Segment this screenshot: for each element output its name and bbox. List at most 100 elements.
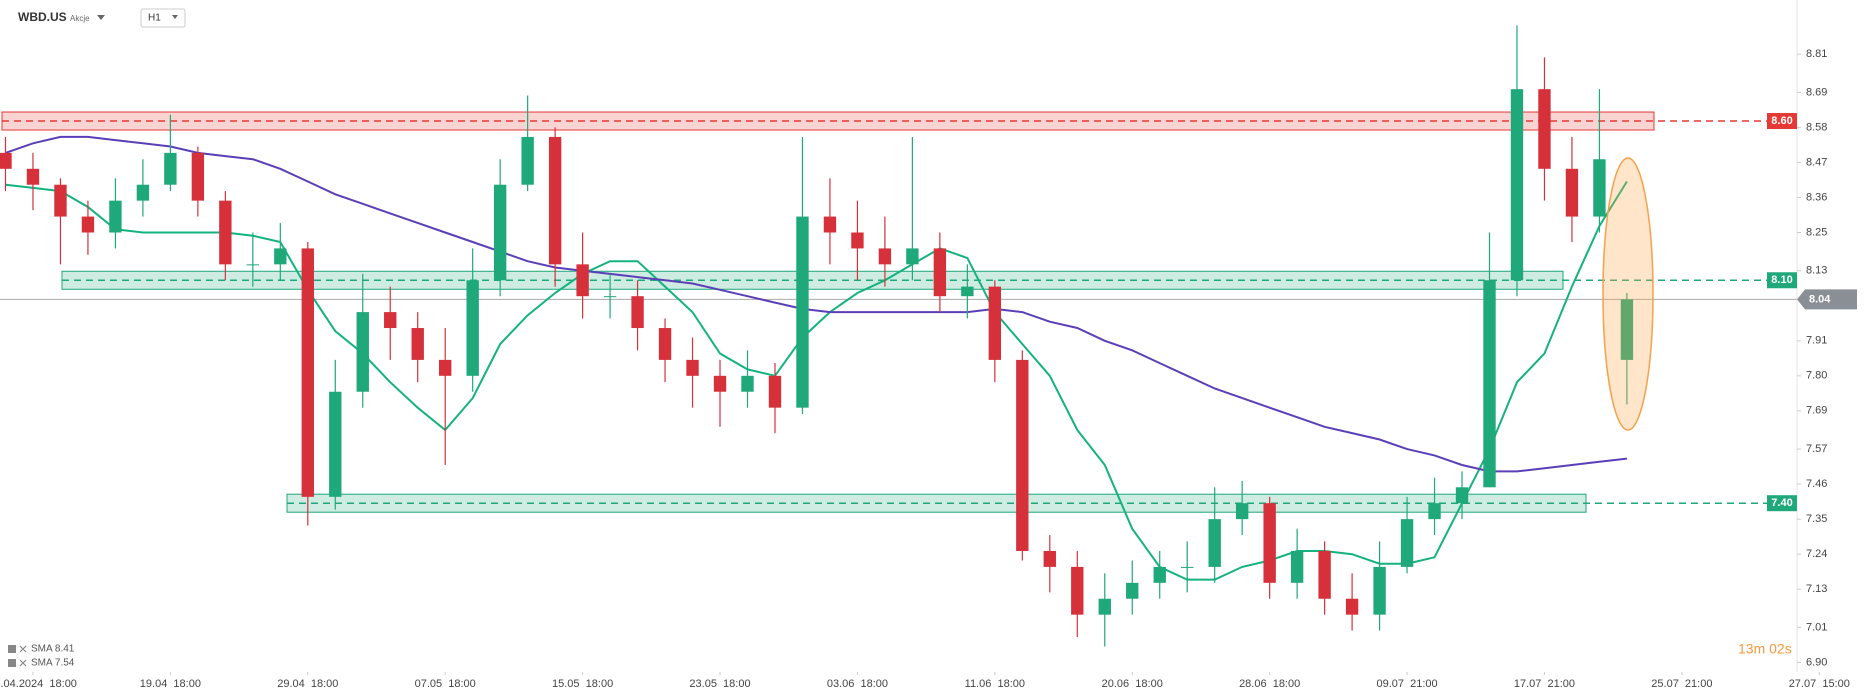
candle-body	[329, 391, 342, 497]
candle-body	[1181, 566, 1194, 568]
candle-body	[356, 312, 369, 392]
candle-body	[109, 200, 122, 233]
y-tick-label: 7.69	[1806, 405, 1827, 417]
candle-body	[961, 286, 974, 297]
x-tick-label: 25.07 21:00	[1651, 678, 1712, 690]
legend-close	[19, 659, 27, 667]
candle-body	[466, 280, 479, 376]
candle-body	[1373, 566, 1386, 615]
candle-body	[1428, 503, 1441, 520]
candle-body	[1235, 503, 1249, 520]
interval[interactable]: H1	[148, 13, 161, 24]
y-tick-label: 7.57	[1806, 443, 1827, 455]
sma-line	[5, 135, 1628, 473]
candle-body	[246, 264, 260, 266]
y-tick-label: 7.91	[1806, 335, 1827, 347]
last-price-tag-box	[1797, 289, 1857, 310]
candle-body	[136, 184, 150, 201]
candle-body	[1538, 89, 1551, 169]
level-tag: 7.40	[1771, 497, 1792, 509]
highlight-ellipse	[1602, 157, 1654, 431]
candle-body	[1043, 550, 1056, 567]
x-tick-label: 07.05 18:00	[415, 678, 476, 690]
x-tick-label: 27.07 15:00	[1789, 678, 1850, 690]
candle-body	[54, 184, 67, 217]
y-tick-label: 8.58	[1806, 121, 1827, 133]
sma-line	[5, 180, 1628, 581]
candle-body	[521, 136, 534, 185]
x-tick-label: 15.05 18:00	[552, 678, 613, 690]
x-tick-label: 23.05 18:00	[689, 678, 750, 690]
last-price-tag: 8.04	[1809, 293, 1831, 305]
x-tick-label: 17.07 21:00	[1514, 678, 1575, 690]
y-tick-label: 8.69	[1806, 86, 1827, 98]
asset-class: Akcje	[70, 14, 90, 23]
y-tick-label: 7.80	[1806, 370, 1827, 382]
candle-body	[493, 184, 507, 281]
candle-body	[1593, 159, 1606, 217]
legend-label: SMA 7.54	[31, 658, 75, 669]
candle-body	[274, 248, 287, 265]
candle-body	[768, 375, 782, 408]
legend-label: SMA 8.41	[31, 644, 75, 655]
symbol-dropdown[interactable]	[97, 15, 105, 20]
candle-body	[1016, 359, 1029, 551]
x-tick-label: 11.06 18:00	[965, 678, 1025, 690]
candle-body	[1126, 582, 1139, 599]
x-tick-label: 11.04.2024 18:00	[0, 678, 77, 690]
legend-close	[19, 645, 27, 653]
interval-box[interactable]	[140, 8, 186, 28]
candle-body	[878, 248, 892, 265]
legend-swatch	[8, 659, 16, 667]
candle-body	[301, 248, 314, 497]
candle-body	[1153, 566, 1166, 583]
candle-body	[384, 312, 397, 329]
legend-swatch	[8, 645, 16, 653]
y-tick-label: 7.13	[1806, 583, 1827, 595]
x-tick-label: 28.06 18:00	[1239, 678, 1300, 690]
plot-area	[0, 25, 1797, 647]
candle-body	[796, 216, 809, 408]
x-tick-label: 19.04 18:00	[140, 678, 201, 690]
candle-body	[906, 248, 919, 265]
candle-body	[411, 328, 424, 360]
y-tick-label: 7.46	[1806, 478, 1827, 490]
candle-body	[1290, 550, 1304, 583]
level-tag: 8.60	[1771, 115, 1792, 127]
candle-body	[164, 152, 177, 185]
y-tick-label: 8.13	[1806, 265, 1827, 277]
candle-body	[191, 152, 205, 201]
y-tick-label: 8.36	[1806, 191, 1827, 203]
y-tick-label: 7.24	[1806, 548, 1827, 560]
candle-body	[81, 216, 95, 233]
candle-body	[548, 136, 562, 265]
candle-body	[713, 375, 727, 392]
candle-body	[26, 168, 40, 185]
level-tag: 8.10	[1771, 274, 1792, 286]
x-tick-label: 20.06 18:00	[1102, 678, 1163, 690]
candle-body	[1345, 598, 1359, 615]
candle-body	[1400, 519, 1414, 567]
candle-body	[741, 375, 754, 392]
candle-body	[1510, 89, 1524, 281]
candle-body	[1565, 168, 1579, 217]
candle-body	[1620, 299, 1634, 360]
candle-body	[1208, 519, 1221, 567]
candle-body	[439, 359, 452, 376]
candle-body	[988, 286, 1002, 360]
candle-body	[576, 264, 589, 297]
interval-dropdown[interactable]	[172, 15, 178, 19]
candle-body	[823, 216, 837, 233]
y-tick-label: 8.81	[1806, 48, 1827, 60]
x-tick-label: 03.06 18:00	[827, 678, 888, 690]
level-tag-box	[1767, 495, 1797, 512]
y-tick-label: 8.25	[1806, 226, 1827, 238]
symbol[interactable]: WBD.US	[18, 10, 67, 24]
candle-body	[686, 359, 699, 376]
candle-body	[1318, 550, 1331, 599]
candle-body	[219, 200, 232, 265]
candle-body	[1483, 280, 1496, 488]
candle-body	[1455, 487, 1469, 504]
level-tag-box	[1767, 272, 1797, 289]
y-tick-label: 7.01	[1806, 621, 1827, 633]
